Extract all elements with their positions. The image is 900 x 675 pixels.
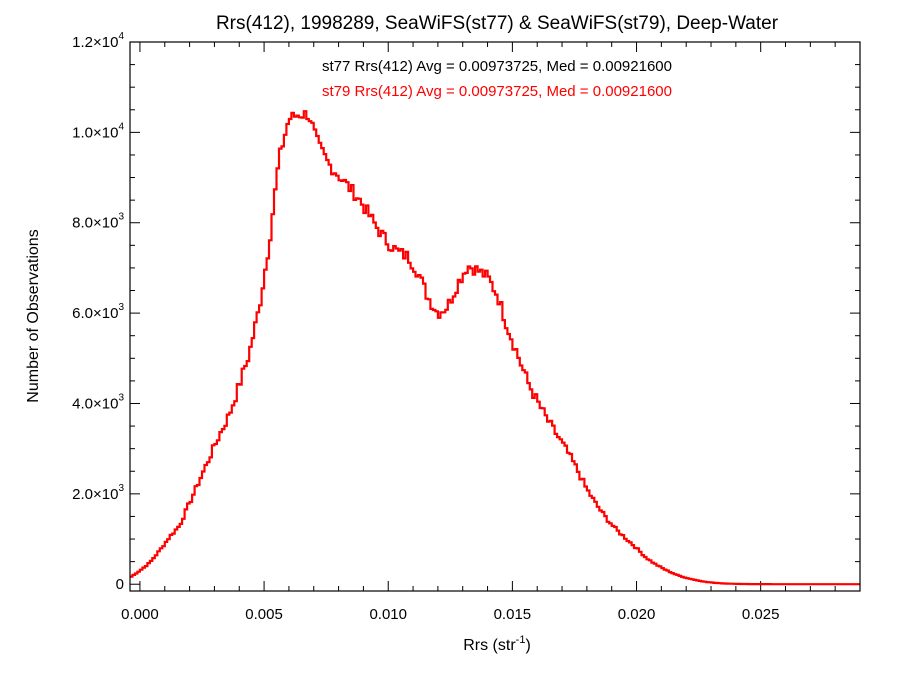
plot-frame: [129, 41, 861, 592]
x-tick-label: 0.005: [245, 606, 283, 623]
y-tick-label: 4.0×103: [72, 392, 124, 412]
y-tick-label: 1.0×104: [72, 121, 124, 141]
x-tick-label: 0.000: [121, 606, 159, 623]
y-tick-label: 0: [116, 576, 124, 593]
tick-labels: 0.000 0.005 0.010 0.015 0.020 0.025 0 2.0×103 4.…: [72, 31, 779, 623]
chart-title: Rrs(412), 1998289, SeaWiFS(st77) & SeaWi…: [216, 13, 779, 34]
x-axis-title: Rrs (str-1): [463, 634, 531, 654]
x-tick-label: 0.020: [618, 606, 656, 623]
y-tick-label: 6.0×103: [72, 302, 124, 322]
x-tick-label: 0.010: [369, 606, 407, 623]
y-axis-title: Number of Observations: [25, 229, 42, 402]
axis-ticks: [130, 41, 861, 591]
x-tick-label: 0.015: [494, 606, 532, 623]
y-tick-label: 2.0×103: [72, 483, 124, 503]
series-line-st79: [130, 110, 860, 586]
x-tick-label: 0.025: [742, 606, 780, 623]
annotation-st79: st79 Rrs(412) Avg = 0.00973725, Med = 0.…: [322, 83, 672, 100]
annotation-st77: st77 Rrs(412) Avg = 0.00973725, Med = 0.…: [322, 58, 672, 75]
y-tick-label: 1.2×104: [72, 31, 124, 51]
y-tick-label: 8.0×103: [72, 212, 124, 232]
